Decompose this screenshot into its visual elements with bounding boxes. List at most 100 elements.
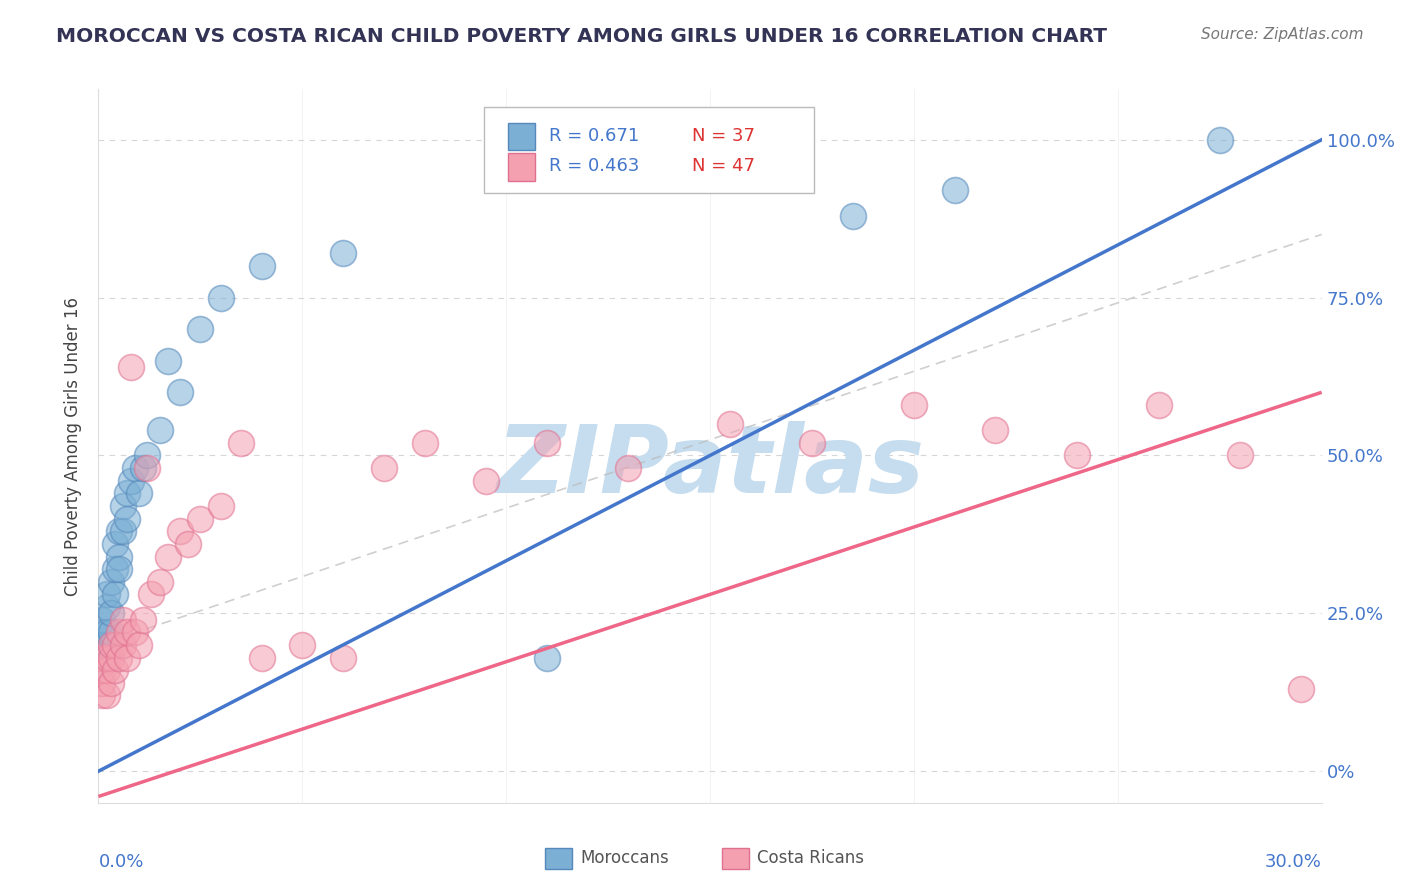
Point: [128, 486, 150, 500]
Text: N = 47: N = 47: [692, 157, 755, 175]
Point: [141, 587, 163, 601]
Point: [1147, 398, 1170, 412]
Point: [91, 675, 114, 690]
Point: [250, 650, 273, 665]
Point: [100, 625, 122, 640]
Text: 0.0%: 0.0%: [98, 853, 143, 871]
Bar: [723, 847, 749, 869]
Point: [250, 259, 273, 273]
Point: [108, 562, 131, 576]
Point: [115, 511, 138, 525]
Point: [1209, 133, 1232, 147]
Point: [801, 435, 824, 450]
Point: [124, 625, 146, 640]
Point: [291, 638, 314, 652]
Point: [100, 650, 122, 665]
Text: R = 0.671: R = 0.671: [548, 127, 638, 145]
Y-axis label: Child Poverty Among Girls Under 16: Child Poverty Among Girls Under 16: [65, 296, 83, 596]
Point: [100, 574, 122, 589]
Point: [188, 511, 212, 525]
Text: MOROCCAN VS COSTA RICAN CHILD POVERTY AMONG GIRLS UNDER 16 CORRELATION CHART: MOROCCAN VS COSTA RICAN CHILD POVERTY AM…: [56, 27, 1108, 45]
Point: [108, 625, 131, 640]
Point: [132, 613, 155, 627]
Point: [111, 524, 134, 539]
Point: [1291, 682, 1313, 697]
Point: [120, 360, 142, 375]
Point: [124, 461, 146, 475]
Point: [104, 663, 127, 677]
Point: [156, 353, 179, 368]
Point: [943, 183, 966, 197]
Text: Moroccans: Moroccans: [581, 849, 669, 867]
Point: [100, 675, 122, 690]
Point: [96, 625, 118, 640]
Point: [1066, 449, 1088, 463]
Point: [413, 435, 436, 450]
Text: N = 37: N = 37: [692, 127, 755, 145]
Point: [96, 587, 118, 601]
Point: [115, 650, 138, 665]
Point: [169, 524, 191, 539]
Point: [104, 537, 127, 551]
Point: [720, 417, 742, 431]
Point: [96, 689, 118, 703]
Point: [149, 574, 172, 589]
Bar: [508, 123, 536, 150]
Point: [984, 423, 1007, 437]
Point: [100, 607, 122, 621]
Point: [1229, 449, 1251, 463]
Point: [136, 461, 159, 475]
Point: [91, 650, 114, 665]
Point: [903, 398, 925, 412]
Point: [156, 549, 179, 564]
Point: [373, 461, 395, 475]
Point: [104, 587, 127, 601]
Text: R = 0.463: R = 0.463: [548, 157, 638, 175]
Point: [177, 537, 200, 551]
Point: [96, 663, 118, 677]
Text: 30.0%: 30.0%: [1265, 853, 1322, 871]
Point: [96, 650, 118, 665]
Point: [91, 657, 114, 671]
Point: [136, 449, 159, 463]
Point: [132, 461, 155, 475]
Point: [120, 474, 142, 488]
Point: [115, 486, 138, 500]
Point: [115, 625, 138, 640]
Point: [332, 650, 354, 665]
Point: [474, 474, 498, 488]
Point: [209, 499, 232, 513]
Point: [617, 461, 640, 475]
Text: ZIPatlas: ZIPatlas: [496, 421, 924, 514]
Point: [111, 499, 134, 513]
Point: [128, 638, 150, 652]
Point: [108, 524, 131, 539]
Point: [536, 435, 558, 450]
Point: [91, 689, 114, 703]
Point: [188, 322, 212, 336]
Point: [111, 613, 134, 627]
Point: [91, 625, 114, 640]
Point: [841, 209, 863, 223]
Point: [209, 291, 232, 305]
Point: [332, 246, 354, 260]
Point: [91, 638, 114, 652]
Text: Costa Ricans: Costa Ricans: [756, 849, 863, 867]
Point: [100, 638, 122, 652]
Point: [91, 663, 114, 677]
Point: [169, 385, 191, 400]
Point: [108, 650, 131, 665]
Bar: [508, 153, 536, 180]
Point: [536, 650, 558, 665]
Point: [111, 638, 134, 652]
Point: [91, 613, 114, 627]
Point: [104, 638, 127, 652]
Bar: [546, 847, 572, 869]
Point: [149, 423, 172, 437]
FancyBboxPatch shape: [484, 107, 814, 193]
Point: [231, 435, 253, 450]
Point: [108, 549, 131, 564]
Point: [96, 600, 118, 615]
Text: Source: ZipAtlas.com: Source: ZipAtlas.com: [1201, 27, 1364, 42]
Point: [96, 638, 118, 652]
